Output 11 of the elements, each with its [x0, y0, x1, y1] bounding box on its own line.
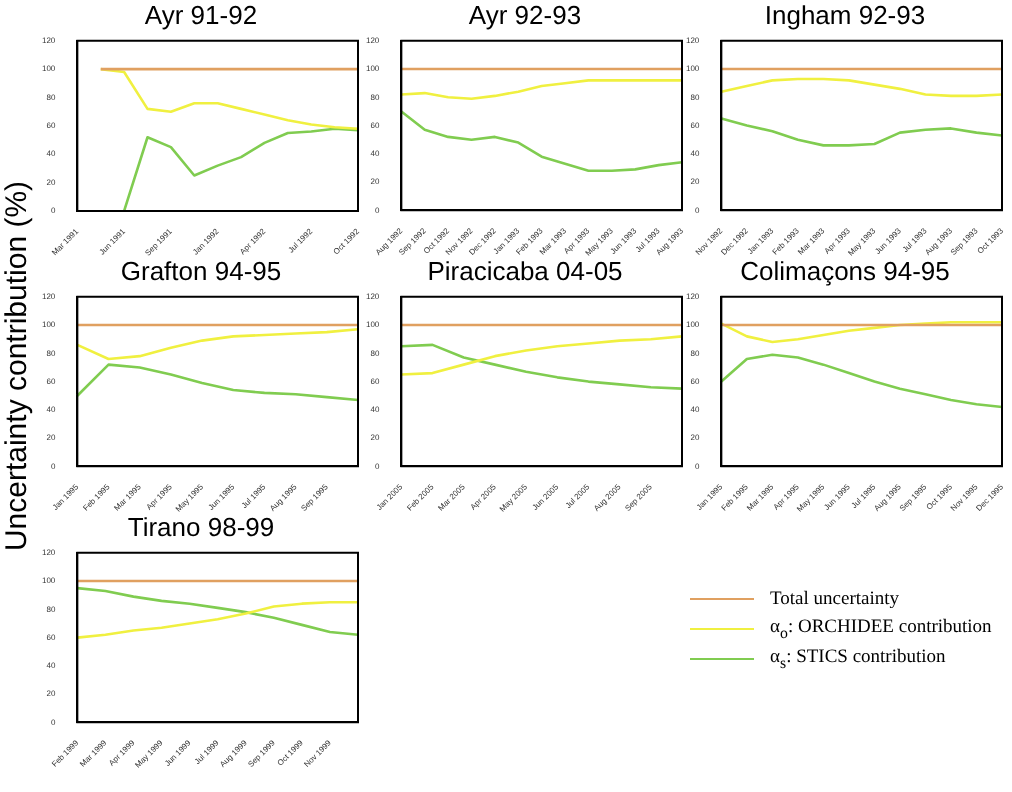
chart-title: Piracicaba 04-05 — [425, 256, 625, 288]
chart-title: Ingham 92-93 — [762, 0, 928, 32]
legend-label: α$_{s}$: STICS contribution — [770, 647, 946, 671]
chart-title: Ayr 91-92 — [142, 0, 260, 32]
chart-title: Grafton 94-95 — [118, 256, 284, 288]
chart-title: Colimaçons 94-95 — [738, 256, 952, 288]
y-axis-title: Uncertainty contribution (%) — [0, 178, 36, 556]
legend-label: Total uncertainty — [770, 589, 899, 609]
legend-label: α$_{o}$: ORCHIDEE contribution — [770, 617, 992, 641]
chart-title: Ayr 92-93 — [466, 0, 584, 32]
chart-title: Tirano 98-99 — [125, 512, 277, 544]
